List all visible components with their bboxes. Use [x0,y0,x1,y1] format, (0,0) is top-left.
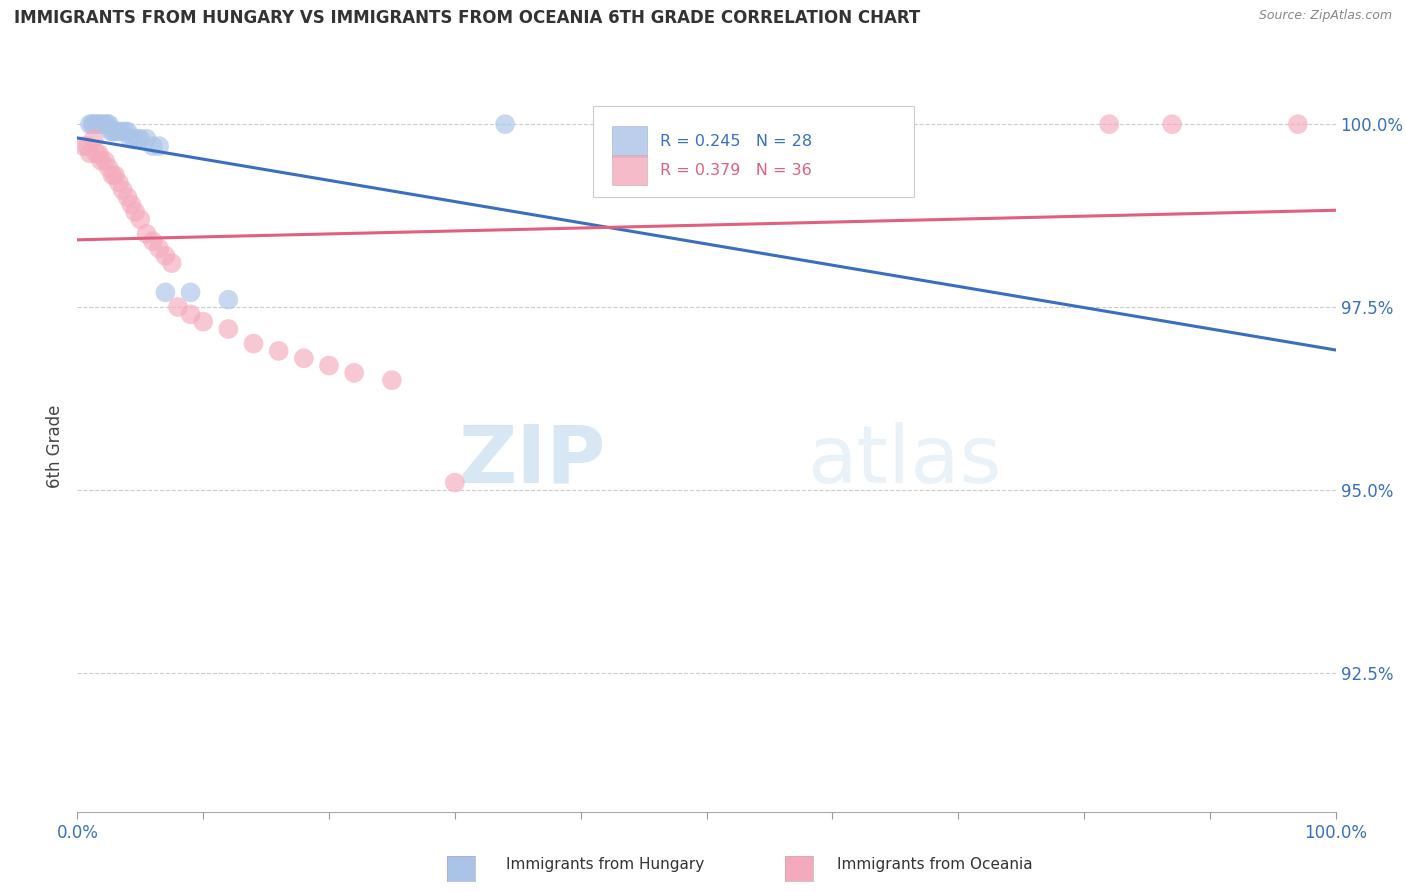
Point [96,117,118,131]
Point [114,124,136,138]
Text: IMMIGRANTS FROM HUNGARY VS IMMIGRANTS FROM OCEANIA 6TH GRADE CORRELATION CHART: IMMIGRANTS FROM HUNGARY VS IMMIGRANTS FR… [14,9,921,27]
Point [129,212,152,227]
Point [148,242,170,256]
Point [180,285,202,300]
Point [110,124,132,138]
Point [217,293,239,307]
Point [87,146,110,161]
Point [343,366,366,380]
Text: Immigrants from Oceania: Immigrants from Oceania [837,857,1032,872]
Point [127,132,149,146]
Point [148,139,170,153]
Point [180,307,202,321]
Point [129,132,152,146]
Point [79,146,101,161]
Point [79,117,101,131]
Point [120,132,142,146]
Point [217,322,239,336]
Point [444,475,467,490]
Point [155,249,177,263]
Point [381,373,404,387]
Text: ZIP: ZIP [458,422,606,500]
Point [90,153,112,168]
Point [84,146,107,161]
Point [318,359,340,373]
Point [135,227,157,241]
Point [107,124,129,138]
Point [120,197,142,211]
Point [83,117,105,131]
Point [1161,117,1184,131]
Point [494,117,516,131]
Point [86,117,108,131]
Point [117,190,139,204]
Point [94,153,117,168]
Point [122,132,145,146]
Point [117,124,139,138]
Text: R = 0.379   N = 36: R = 0.379 N = 36 [659,162,811,178]
Point [72,139,94,153]
Point [101,169,124,183]
Point [108,176,131,190]
Text: R = 0.245   N = 28: R = 0.245 N = 28 [659,134,813,149]
Point [142,139,165,153]
Point [101,124,124,138]
Point [167,300,190,314]
Point [111,183,134,197]
Point [160,256,183,270]
Point [97,161,120,175]
FancyBboxPatch shape [612,126,647,157]
Point [242,336,264,351]
Point [89,117,111,131]
Point [292,351,315,366]
Text: Immigrants from Hungary: Immigrants from Hungary [506,857,704,872]
Text: atlas: atlas [807,422,1001,500]
Point [91,117,114,131]
Point [267,343,290,358]
FancyBboxPatch shape [612,154,647,186]
Point [94,117,117,131]
FancyBboxPatch shape [593,106,914,197]
Point [100,124,122,138]
Point [124,205,146,219]
Point [1098,117,1121,131]
Point [104,124,127,138]
Point [104,169,127,183]
Point [83,132,105,146]
Point [1286,117,1309,131]
Point [97,117,120,131]
Point [84,117,107,131]
Text: Source: ZipAtlas.com: Source: ZipAtlas.com [1258,9,1392,22]
Point [82,117,104,131]
Point [191,315,215,329]
Y-axis label: 6th Grade: 6th Grade [46,404,65,488]
Point [142,234,165,248]
Point [155,285,177,300]
Point [76,139,98,153]
Point [135,132,157,146]
